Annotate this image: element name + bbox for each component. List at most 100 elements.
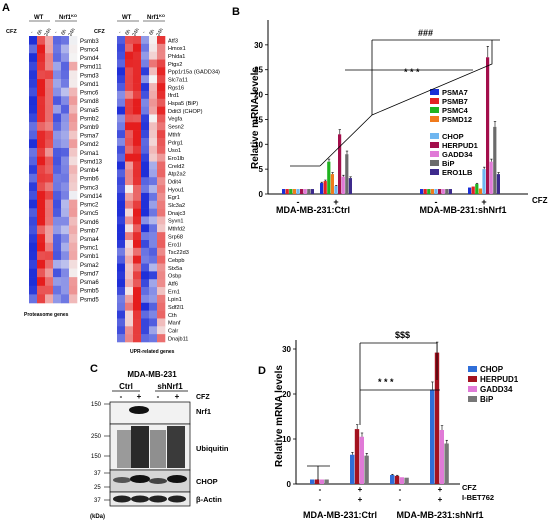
heatmap-cell (149, 232, 158, 241)
heatmap-cell (117, 36, 126, 45)
y-tick-label: 30 (282, 345, 291, 354)
bar (390, 475, 395, 484)
band-chop-2 (130, 475, 150, 483)
heatmap-cell (53, 147, 62, 157)
b-cfz-mark: + (481, 197, 486, 207)
heatmap-cell (133, 287, 142, 296)
heatmap-cell (141, 177, 150, 186)
heatmap-cell (125, 185, 134, 194)
band-actin-1 (113, 495, 131, 503)
heatmap-cell (125, 36, 134, 45)
heatmap-cell (53, 130, 62, 140)
bar (448, 189, 452, 194)
gene-label: Atp2a2 (168, 172, 186, 178)
heatmap-cell (141, 90, 150, 100)
heatmap-cell (133, 326, 142, 335)
heatmap-cell (157, 326, 166, 335)
heatmap-cell (133, 200, 142, 209)
heatmap-cell (117, 310, 126, 319)
gene-label: Stx5a (168, 266, 183, 272)
heatmap-cell (69, 70, 78, 80)
gene-label: Sesn2 (168, 125, 184, 131)
heatmap-cell (61, 156, 70, 166)
bar (475, 184, 479, 194)
heatmap-cell (45, 259, 54, 269)
legend-label: PSMD12 (442, 115, 472, 124)
heatmap-cell (157, 240, 166, 249)
heatmap-cell (69, 53, 78, 63)
heatmap-cell (53, 268, 62, 278)
gene-label: Cth (168, 313, 177, 319)
heatmap-cell (61, 36, 70, 45)
heatmap-cell (133, 192, 142, 202)
heatmap-cell (53, 277, 62, 287)
heatmap-cell (133, 318, 142, 327)
bar (468, 187, 472, 194)
heatmap-cell (141, 255, 150, 264)
gene-label: Psmb5 (80, 289, 99, 295)
heatmap-cell (133, 263, 142, 272)
heatmap-cell (125, 192, 134, 202)
gene-label: Lpin1 (168, 297, 182, 303)
bar (319, 479, 324, 484)
heatmap-cell (149, 106, 158, 115)
heatmap-cell (125, 169, 134, 178)
gene-label: Psma4 (80, 237, 99, 243)
heatmap-cell (157, 224, 166, 233)
heatmap-cell (53, 242, 62, 252)
heatmap-cell (53, 182, 62, 192)
heatmap-cell (29, 225, 38, 235)
treatment-label: 24h (155, 27, 164, 37)
heatmap-cell (69, 130, 78, 140)
bar (438, 189, 442, 194)
heatmap-cell (149, 75, 158, 84)
bar (323, 181, 327, 194)
bar (439, 430, 444, 484)
bar (334, 186, 338, 194)
heatmap-cell (45, 96, 54, 106)
heatmap-cell (157, 153, 166, 162)
heatmap-cell (53, 87, 62, 97)
heatmap-cell (149, 51, 158, 60)
heatmap-cell (141, 43, 150, 52)
heatmap-cell (141, 247, 150, 256)
heatmap-cell (45, 165, 54, 175)
heatmap-cell (117, 98, 126, 107)
gene-label: Mthfr (168, 132, 181, 138)
gene-label: Dnajb11 (168, 336, 188, 342)
heatmap-cell (53, 285, 62, 295)
heatmap-cell (53, 294, 62, 304)
heatmap-cell (141, 200, 150, 209)
heatmap-cell (117, 106, 126, 115)
gene-list-upr: Atf3 Hmox1 Phlda1 Ptgs2 Ppp1r15a (GADD34) Slc… (168, 38, 220, 342)
heatmap-cell (69, 182, 78, 192)
legend-label: HERPUD1 (442, 141, 478, 150)
heatmap-cell (117, 232, 126, 241)
heatmap-cell (53, 139, 62, 149)
heatmap-cell (149, 98, 158, 107)
heatmap-cell (37, 53, 46, 63)
heatmap-cell (125, 318, 134, 327)
heatmap-cell (125, 67, 134, 76)
heatmap-cell (37, 156, 46, 166)
heatmap-cell (141, 326, 150, 335)
heatmap-cell (125, 90, 134, 100)
d-sig-star: * * * (378, 377, 394, 387)
heatmap-cell (141, 138, 150, 147)
panel-c: C MDA-MB-231 Ctrl shNrf1 CFZ - + - + Nrf1 U… (90, 363, 229, 520)
gene-label: Manf (168, 321, 181, 327)
heatmap-cell (149, 43, 158, 52)
heatmap-cell (29, 173, 38, 183)
heatmap-cell (133, 169, 142, 178)
heatmap-cell (141, 51, 150, 60)
proteasome-title: Proteasome genes (24, 312, 69, 318)
heatmap-cell (117, 302, 126, 311)
heatmap-cell (53, 173, 62, 183)
heatmap-cell (45, 156, 54, 166)
heatmap-cell (157, 177, 166, 186)
heatmap-cell (133, 67, 142, 76)
bar (307, 189, 311, 194)
heatmap-cell (29, 165, 38, 175)
bar (348, 178, 352, 194)
